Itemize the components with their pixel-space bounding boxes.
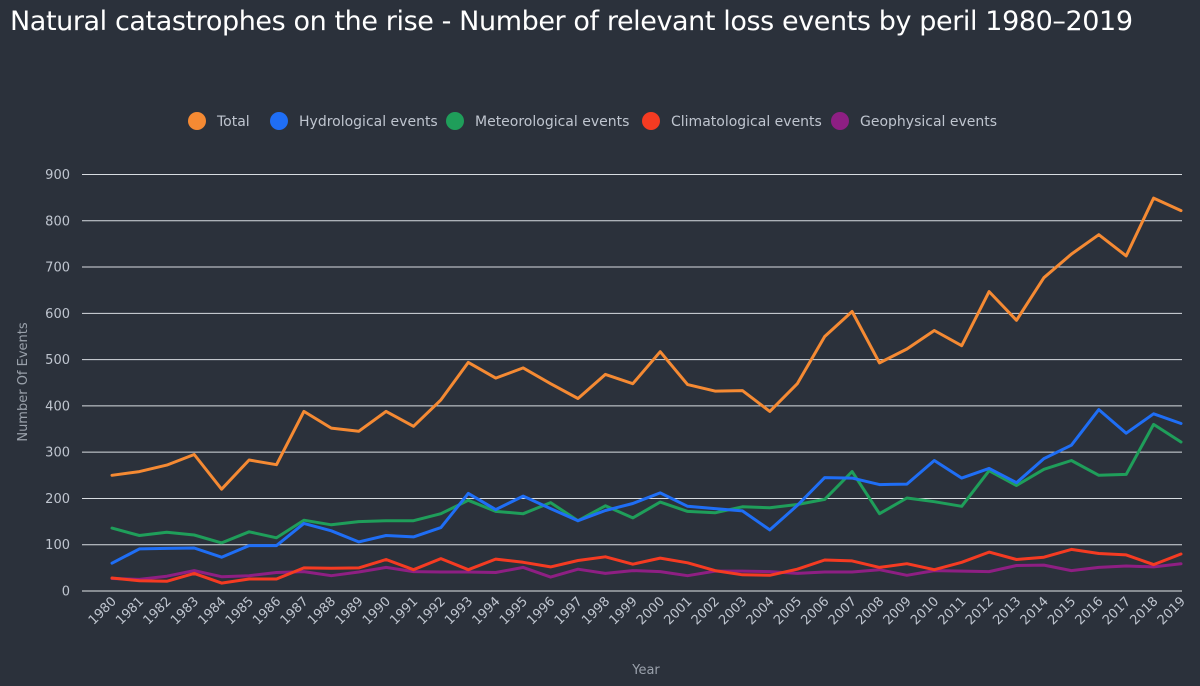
legend-item-meteorological-events[interactable]: Meteorological events: [446, 112, 629, 130]
legend-label-meteorological-events: Meteorological events: [475, 114, 629, 130]
x-tick-label-1996: 1996: [524, 594, 558, 628]
x-tick-label-2002: 2002: [689, 594, 723, 628]
x-tick-label-1998: 1998: [579, 594, 613, 628]
series-line-geophysical-events[interactable]: [110, 562, 1183, 581]
legend-marker-hydrological-events: [270, 112, 288, 130]
y-tick-label-600: 600: [45, 307, 70, 322]
series-lines: [110, 196, 1183, 585]
y-tick-label-0: 0: [62, 585, 70, 600]
x-tick-label-1988: 1988: [305, 594, 339, 628]
x-tick-label-2014: 2014: [1018, 594, 1052, 628]
x-tick-label-2003: 2003: [716, 594, 750, 628]
legend-label-total: Total: [216, 114, 250, 130]
x-tick-label-2016: 2016: [1073, 594, 1107, 628]
x-tick-label-1992: 1992: [415, 594, 449, 628]
series-line-meteorological-events[interactable]: [110, 422, 1183, 545]
x-tick-label-2004: 2004: [744, 594, 778, 628]
legend-label-hydrological-events: Hydrological events: [299, 114, 438, 130]
y-axis-ticks: 0 100 200 300 400 500 600 700 800 900: [45, 168, 70, 600]
x-tick-label-2010: 2010: [908, 594, 942, 628]
legend-item-hydrological-events[interactable]: Hydrological events: [270, 112, 438, 130]
x-tick-label-2005: 2005: [771, 594, 805, 628]
legend-label-climatological-events: Climatological events: [671, 114, 822, 130]
x-tick-label-1986: 1986: [250, 594, 284, 628]
x-tick-label-2000: 2000: [634, 594, 668, 628]
series-line-climatological-events[interactable]: [110, 547, 1183, 585]
x-tick-label-2017: 2017: [1100, 594, 1134, 628]
x-axis-ticks: 1980198119821983198419851986198719881989…: [86, 594, 1189, 628]
x-tick-label-1989: 1989: [333, 594, 367, 628]
x-tick-label-1984: 1984: [195, 594, 229, 628]
series-line-hydrological-events[interactable]: [110, 408, 1183, 565]
x-tick-label-2007: 2007: [826, 594, 860, 628]
y-tick-label-700: 700: [45, 261, 70, 276]
legend-marker-climatological-events: [642, 112, 660, 130]
y-tick-label-800: 800: [45, 214, 70, 229]
legend-item-climatological-events[interactable]: Climatological events: [642, 112, 822, 130]
y-tick-label-100: 100: [45, 538, 70, 553]
x-tick-label-2009: 2009: [881, 594, 915, 628]
y-tick-label-300: 300: [45, 446, 70, 461]
gridlines: [82, 174, 1182, 592]
x-tick-label-1993: 1993: [442, 594, 476, 628]
x-tick-label-1999: 1999: [607, 594, 641, 628]
x-tick-label-1997: 1997: [552, 594, 586, 628]
legend-marker-meteorological-events: [446, 112, 464, 130]
x-tick-label-1990: 1990: [360, 594, 394, 628]
x-tick-label-1985: 1985: [223, 594, 257, 628]
x-tick-label-2019: 2019: [1155, 594, 1189, 628]
y-axis-title: Number Of Events: [16, 322, 31, 442]
x-tick-label-1982: 1982: [141, 594, 175, 628]
series-line-total[interactable]: [110, 196, 1183, 491]
x-tick-label-2008: 2008: [853, 594, 887, 628]
legend-item-total[interactable]: Total: [188, 112, 250, 130]
y-tick-label-400: 400: [45, 399, 70, 414]
legend-marker-geophysical-events: [831, 112, 849, 130]
y-tick-label-200: 200: [45, 492, 70, 507]
legend-label-geophysical-events: Geophysical events: [860, 114, 997, 130]
x-tick-label-1987: 1987: [278, 594, 312, 628]
legend-item-geophysical-events[interactable]: Geophysical events: [831, 112, 997, 130]
x-tick-label-1981: 1981: [113, 594, 147, 628]
x-tick-label-2018: 2018: [1127, 594, 1161, 628]
y-tick-label-900: 900: [45, 168, 70, 183]
x-tick-label-1983: 1983: [168, 594, 202, 628]
x-tick-label-1980: 1980: [86, 594, 120, 628]
x-tick-label-2001: 2001: [661, 594, 695, 628]
chart-title: Natural catastrophes on the rise - Numbe…: [10, 6, 1133, 37]
x-tick-label-1994: 1994: [470, 594, 504, 628]
x-tick-label-2015: 2015: [1045, 594, 1079, 628]
x-tick-label-2013: 2013: [990, 594, 1024, 628]
legend-marker-total: [188, 112, 206, 130]
y-tick-label-500: 500: [45, 353, 70, 368]
x-tick-label-1991: 1991: [387, 594, 421, 628]
x-axis-title: Year: [631, 663, 660, 678]
x-tick-label-2012: 2012: [963, 594, 997, 628]
x-tick-label-2006: 2006: [798, 594, 832, 628]
x-tick-label-1995: 1995: [497, 594, 531, 628]
x-tick-label-2011: 2011: [936, 594, 970, 628]
legend: Total Hydrological events Meteorological e…: [188, 112, 997, 130]
